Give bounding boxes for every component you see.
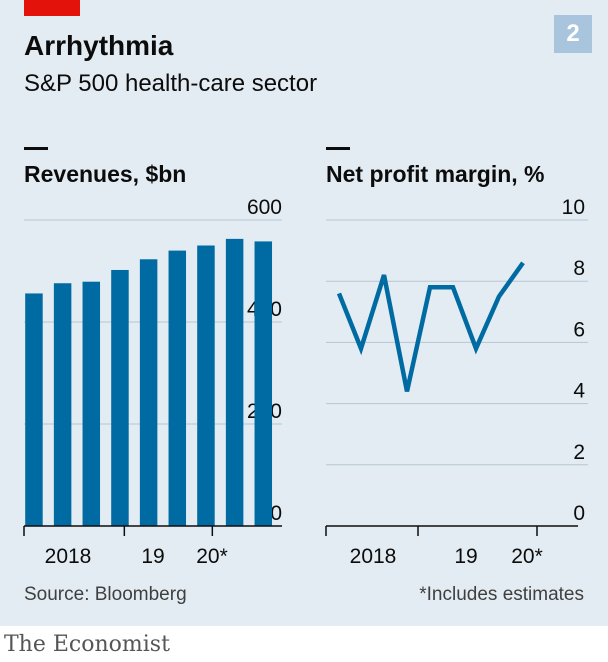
estimates-footnote: *Includes estimates: [419, 584, 584, 605]
line-x-tick-label: 20*: [511, 545, 543, 568]
line-x-tick-label: 19: [454, 545, 477, 568]
profit-margin-line: [336, 261, 525, 392]
revenue-bar: [254, 241, 273, 527]
revenue-bar: [111, 269, 129, 526]
bar-x-tick-label: 19: [141, 545, 164, 568]
line-x-tick-label: 2018: [350, 545, 397, 568]
brand-red-tab: [24, 0, 80, 16]
bar-y-tick-label: 600: [247, 196, 282, 219]
line-y-tick-label: 4: [573, 380, 585, 403]
line-chart-title: Net profit margin, %: [326, 161, 545, 187]
bar-y-tick-label: 0: [270, 502, 282, 525]
revenue-bar: [82, 281, 101, 526]
revenue-bar: [225, 238, 244, 526]
line-y-tick-label: 8: [573, 257, 585, 280]
chart-title: Arrhythmia: [24, 30, 174, 61]
source-note: Source: Bloomberg: [24, 584, 187, 605]
line-y-tick-label: 6: [573, 318, 585, 341]
charts-svg: Revenues, $bn020040060020181920*Net prof…: [23, 147, 588, 568]
bar-x-tick-label: 20*: [196, 545, 228, 568]
revenue-bar: [139, 259, 158, 526]
line-y-tick-label: 0: [573, 502, 585, 525]
chart-panel: [0, 0, 608, 626]
line-y-tick-label: 10: [562, 196, 585, 219]
line-chart-title-rule: [326, 147, 350, 150]
revenue-bar: [53, 283, 72, 526]
bar-x-tick-label: 2018: [45, 545, 92, 568]
chart-number-badge: 2: [554, 15, 592, 53]
revenue-bar: [197, 245, 215, 526]
publisher-logo: The Economist: [4, 632, 170, 657]
chart-subtitle: S&P 500 health-care sector: [24, 70, 318, 97]
revenue-bar: [168, 250, 187, 526]
bar-chart-title-rule: [24, 147, 48, 150]
bar-chart-title: Revenues, $bn: [24, 161, 186, 187]
line-y-tick-label: 2: [573, 441, 585, 464]
revenue-bar: [25, 293, 43, 526]
